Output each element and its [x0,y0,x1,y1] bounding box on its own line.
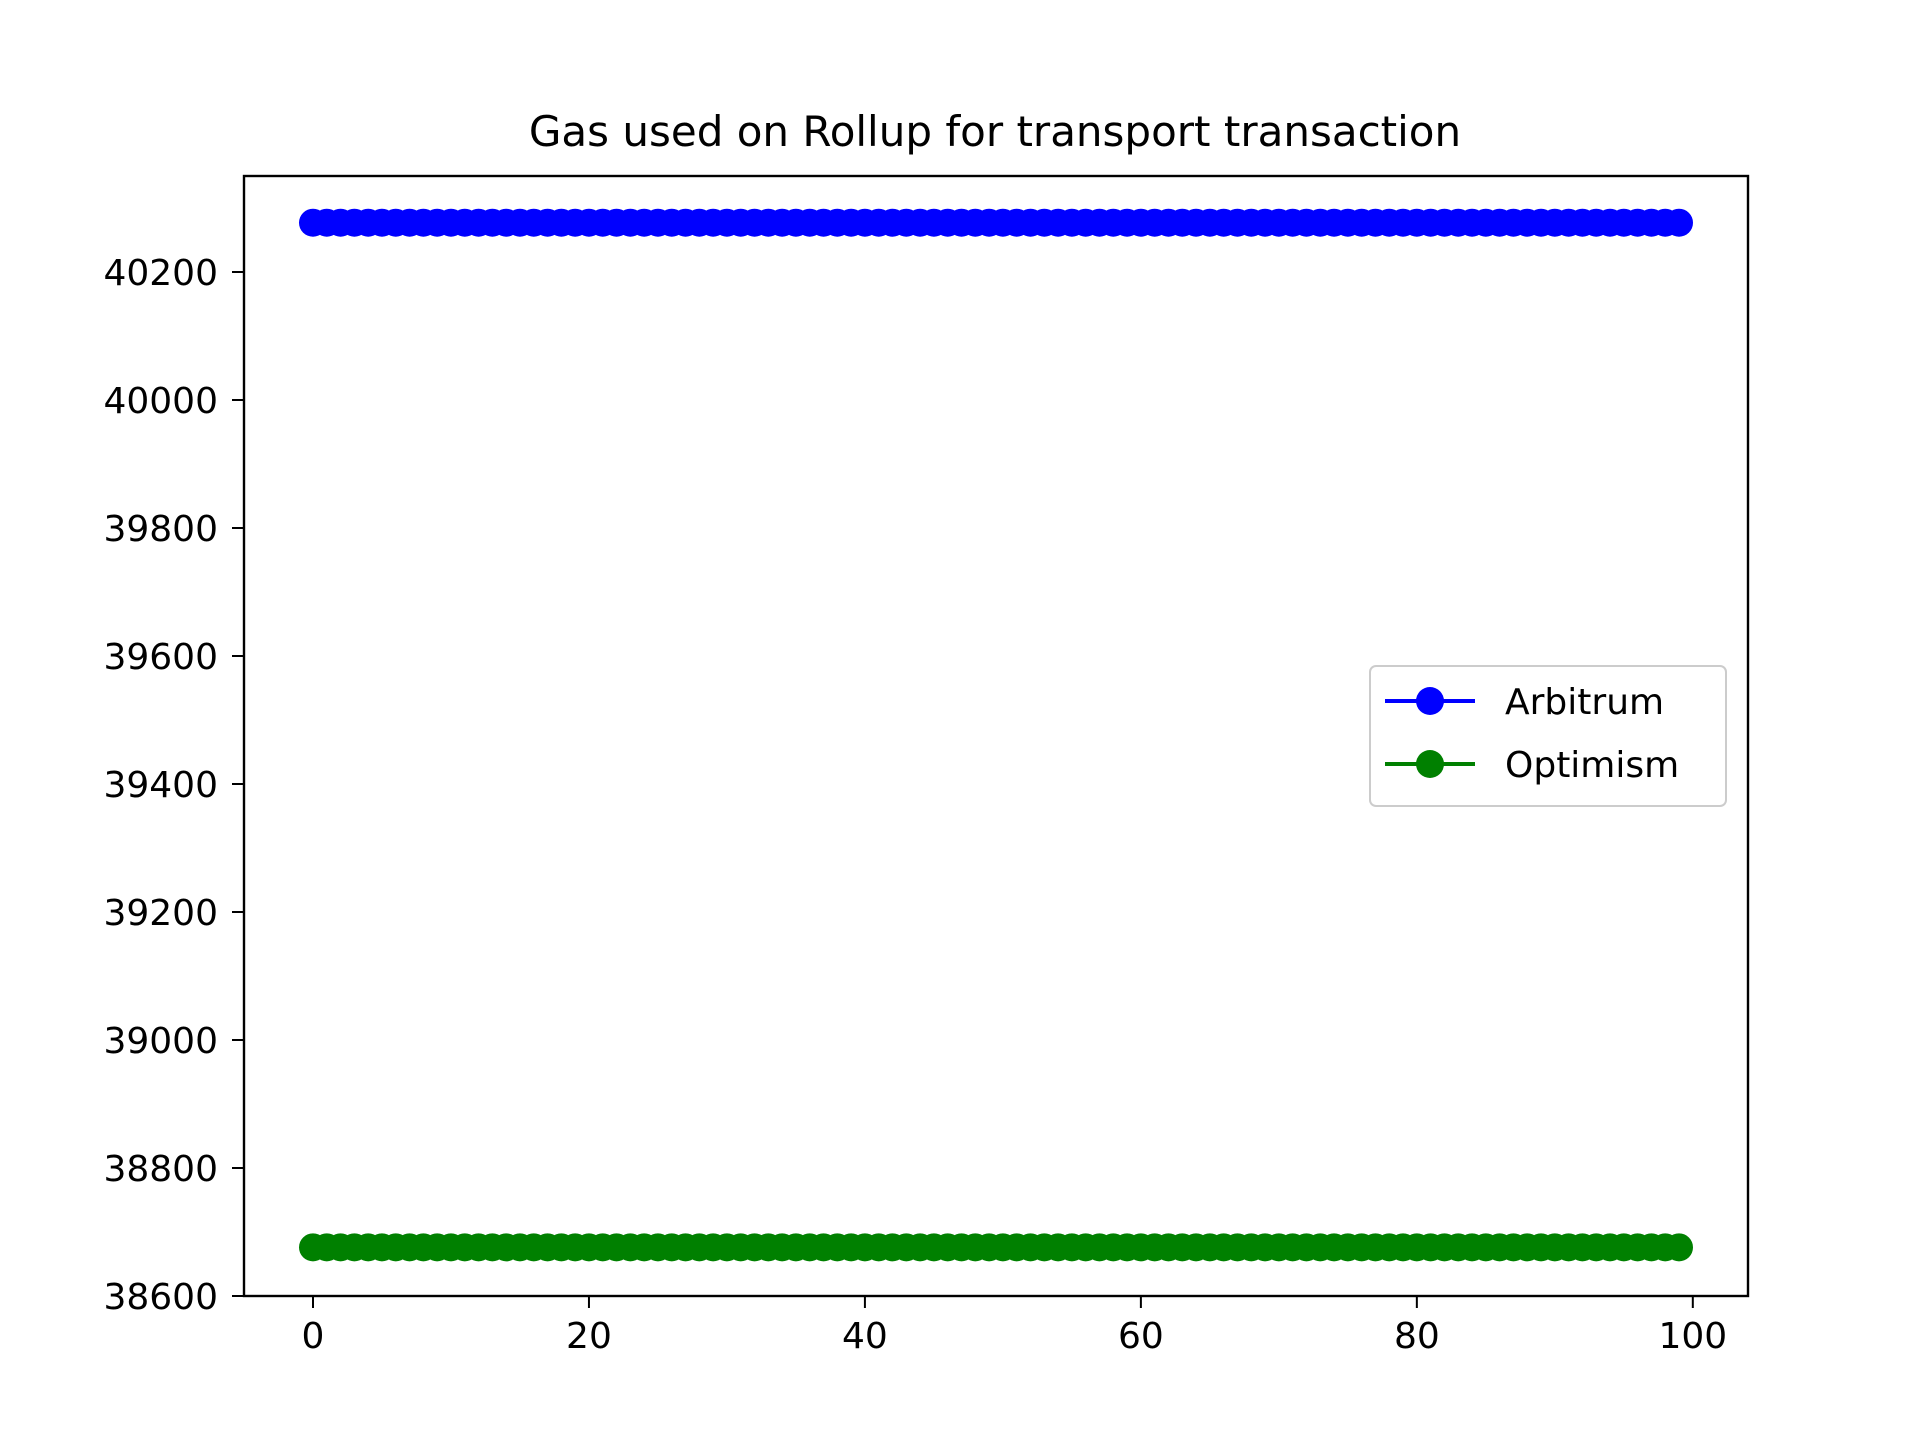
x-axis: 0 20 40 60 80 100 [302,1296,1727,1357]
legend-marker-arbitrum [1416,687,1444,715]
x-tick-label: 20 [566,1316,612,1357]
y-tick-label: 38600 [103,1277,218,1318]
data-point-arbitrum [1665,208,1694,237]
legend-label-arbitrum: Arbitrum [1505,682,1664,723]
y-tick-label: 39200 [103,893,218,934]
series-layer [298,208,1694,1262]
y-tick-label: 39400 [103,765,218,806]
x-tick-label: 0 [302,1316,325,1357]
x-tick-label: 60 [1118,1316,1164,1357]
x-tick-label: 40 [842,1316,888,1357]
y-tick-label: 40000 [103,381,218,422]
series-optimism [298,1233,1694,1262]
x-tick-label: 100 [1658,1316,1727,1357]
series-arbitrum [298,208,1694,237]
legend-marker-optimism [1416,750,1444,778]
legend-label-optimism: Optimism [1505,745,1679,786]
y-axis: 38600 38800 39000 39200 39400 39600 39800 40000… [103,253,244,1318]
x-tick-label: 80 [1394,1316,1440,1357]
legend: Arbitrum Optimism [1369,665,1727,807]
y-tick-label: 39000 [103,1021,218,1062]
plot-area-frame [242,174,1750,1298]
chart-title: Gas used on Rollup for transport transac… [529,107,1461,156]
data-point-optimism [1665,1233,1694,1262]
y-tick-label: 40200 [103,253,218,294]
y-tick-label: 38800 [103,1149,218,1190]
y-tick-label: 39800 [103,509,218,550]
y-tick-label: 39600 [103,637,218,678]
